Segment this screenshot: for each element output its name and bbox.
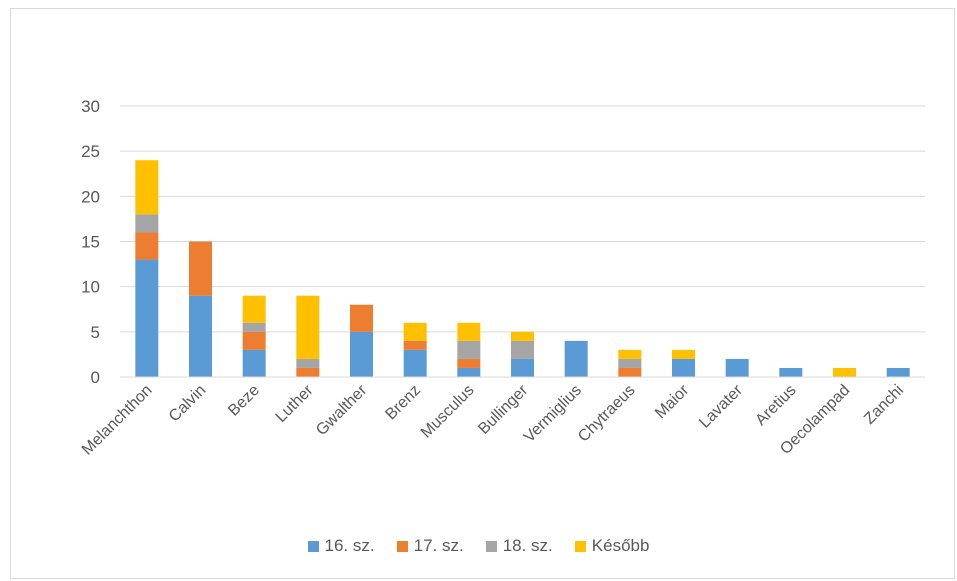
bar-segment <box>511 340 534 359</box>
legend-swatch-later <box>574 540 586 552</box>
bar-segment <box>135 259 159 377</box>
x-tick-label: Calvin <box>166 382 209 425</box>
bar-segment <box>242 331 266 350</box>
x-tick-label: Bullinger <box>475 381 532 438</box>
x-tick-label: Brenz <box>382 382 424 424</box>
y-tick-label: 15 <box>81 233 100 252</box>
bar-segment <box>403 322 427 341</box>
y-tick-label: 0 <box>91 368 100 387</box>
bar-segment <box>242 295 266 323</box>
bar-segment <box>296 295 320 359</box>
bar-segment <box>242 349 266 377</box>
bar-segment <box>457 340 481 359</box>
legend-label-later: Később <box>591 536 650 555</box>
x-tick-label: Zanchi <box>861 382 907 428</box>
legend: 16. sz. 17. sz. 18. sz. Később <box>0 536 957 556</box>
bar-segment <box>833 367 856 377</box>
x-tick-label: Beze <box>225 382 263 420</box>
legend-item-17: 17. sz. <box>396 536 464 556</box>
x-tick-label: Lavater <box>696 381 746 431</box>
bar-segment <box>189 241 212 296</box>
bar-segment <box>672 358 695 377</box>
legend-swatch-18 <box>485 540 497 552</box>
legend-label-16: 16. sz. <box>324 536 375 555</box>
bar-segment <box>242 322 266 332</box>
x-tick-label: Aretius <box>752 382 799 429</box>
bar-segment <box>886 367 910 377</box>
x-tick-label: Gwalther <box>313 381 371 439</box>
bar-segment <box>618 367 642 377</box>
bar-segment <box>296 367 320 377</box>
bar-segment <box>189 295 212 377</box>
chart-frame <box>10 8 955 579</box>
legend-item-18: 18. sz. <box>485 536 553 556</box>
y-tick-label: 20 <box>81 187 100 206</box>
bar-segment <box>403 349 427 377</box>
x-tick-label: Musculus <box>418 382 478 442</box>
bar-segment <box>135 214 159 233</box>
bar-segment <box>511 358 534 377</box>
bar-segment <box>350 331 373 377</box>
bar-segment <box>135 160 159 215</box>
bar-segment <box>135 232 159 260</box>
bar-segment <box>672 349 695 359</box>
legend-item-later: Később <box>574 536 650 556</box>
legend-item-16: 16. sz. <box>307 536 375 556</box>
x-tick-label: Melanchthon <box>79 382 156 459</box>
x-tick-label: Luther <box>273 381 318 426</box>
y-tick-label: 5 <box>91 323 100 342</box>
bar-segment <box>725 358 749 377</box>
bar-segment <box>564 340 588 377</box>
x-tick-label: Chytraeus <box>575 382 639 446</box>
bar-segment <box>457 322 481 341</box>
bar-segment <box>457 367 481 377</box>
x-tick-label: Vermiglius <box>521 382 585 446</box>
bar-segment <box>403 340 427 350</box>
bar-segment <box>350 304 373 332</box>
bar-segment <box>296 358 320 368</box>
bar-segment <box>779 367 803 377</box>
bar-segment <box>457 358 481 368</box>
legend-label-17: 17. sz. <box>413 536 464 555</box>
legend-swatch-17 <box>396 540 408 552</box>
y-tick-label: 25 <box>81 142 100 161</box>
x-tick-label: Maior <box>652 381 693 422</box>
legend-swatch-16 <box>307 540 319 552</box>
bar-segment <box>618 358 642 368</box>
y-tick-label: 30 <box>81 97 100 116</box>
bar-segment <box>618 349 642 359</box>
legend-label-18: 18. sz. <box>502 536 553 555</box>
bar-segment <box>511 331 534 341</box>
y-tick-label: 10 <box>81 278 100 297</box>
